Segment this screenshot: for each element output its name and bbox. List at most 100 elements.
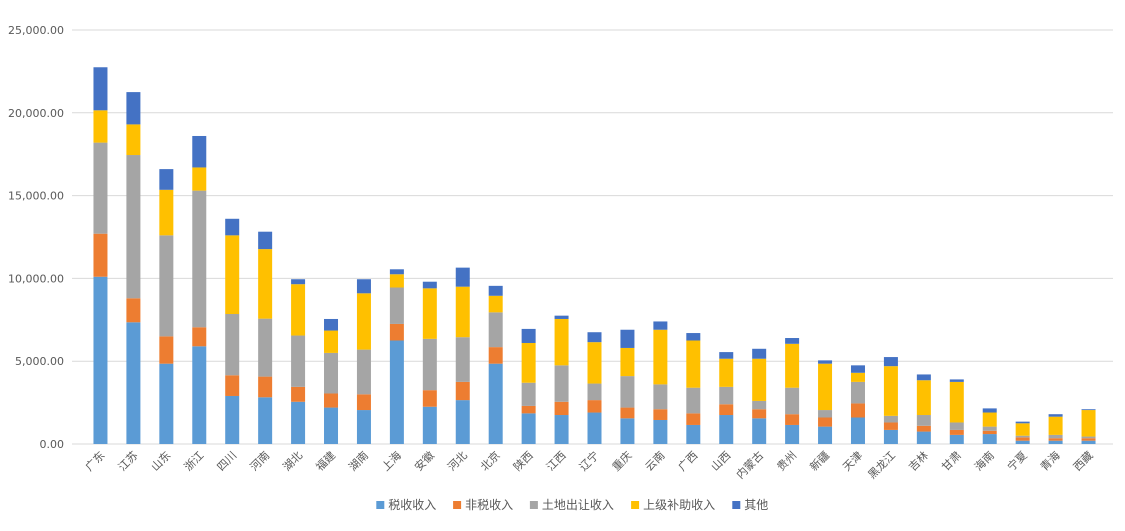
bar-segment [126,92,141,125]
x-tick-label: 陕西 [510,448,535,473]
x-tick-label: 云南 [643,449,668,474]
bar-segment [1048,416,1063,435]
bar-segment [126,155,141,299]
bar-segment [785,424,800,444]
bar-segment [324,393,339,408]
bar-segment [291,284,306,336]
bar-segment [1015,437,1030,441]
bar-segment [752,358,767,401]
x-tick-label: 黑龙江 [866,449,899,482]
bar-segment [818,410,833,418]
bar-segment [422,288,437,339]
bar-segment [719,386,734,405]
bar-segment [785,343,800,388]
legend-swatch [529,501,538,509]
bar-segment [521,342,536,383]
legend-label: 上级补助收入 [643,498,715,512]
bar-segment [159,336,174,364]
bar-segment [554,318,569,366]
bar-segment [93,67,108,111]
y-tick-label: 5,000.00 [15,355,64,368]
bar-segment [488,295,503,313]
legend-swatch [732,501,741,509]
x-tick-label: 四川 [215,449,240,474]
bar-segment [818,360,833,364]
bar-segment [686,333,701,341]
grid-layer [72,29,1113,445]
bar-segment [225,395,240,444]
bar-segment [488,363,503,444]
bar-segment [1048,414,1063,417]
bar-segment [455,337,470,382]
bar-segment [916,380,931,416]
x-tick-label: 江西 [544,449,569,474]
x-tick-label: 吉林 [906,448,931,473]
bar-segment [93,233,108,277]
bar-segment [686,413,701,425]
bar-segment [1048,440,1063,444]
bar-segment [291,401,306,444]
bar-segment [93,110,108,143]
bar-segment [949,379,964,382]
bar-segment [356,394,371,411]
bar-segment [291,386,306,402]
bar-segment [686,424,701,444]
x-tick-label: 山东 [149,449,174,474]
y-tick-label: 15,000.00 [8,190,64,203]
bar-segment [752,348,767,359]
x-tick-label: 天津 [840,449,865,474]
x-tick-label: 辽宁 [576,448,601,473]
bar-segment [389,287,404,324]
bar-segment [324,318,339,331]
bar-segment [982,412,997,427]
bar-segment [883,366,898,416]
bar-segment [422,338,437,391]
bar-segment [982,426,997,431]
x-tick-label: 湖北 [280,449,305,474]
legend: 税收收入 非税收入 土地出让收入 上级补助收入 其他 [376,498,768,512]
legend-label: 其他 [744,498,768,512]
legend-item: 上级补助收入 [631,498,715,512]
bar-segment [258,318,273,377]
bar-segment [818,426,833,444]
bar-segment [356,279,371,294]
bar-segment [192,135,207,168]
bar-segment [126,322,141,444]
bar-segment [653,409,668,420]
bar-segment [225,218,240,236]
bar-segment [1081,409,1096,411]
bar-segment [620,407,635,419]
bar-segment [1015,435,1030,438]
bar-segment [719,352,734,359]
x-tick-label: 湖南 [346,449,371,474]
bar-segment [818,363,833,411]
bar-segment [389,340,404,444]
bar-segment [554,401,569,416]
bar-segment [883,422,898,430]
x-tick-label: 河北 [445,449,470,474]
bar-segment [389,274,404,288]
bar-segment [1081,436,1096,439]
bar-segment [587,412,602,444]
bar-segment [192,167,207,191]
y-tick-label: 10,000.00 [8,272,64,285]
bar-segment [324,330,339,353]
bar-segment [587,332,602,343]
bar-segment [1081,410,1096,437]
bar-segment [653,329,668,385]
bar-segment [356,293,371,350]
bar-segment [356,349,371,395]
x-tick-label: 浙江 [182,449,207,474]
bar-segment [159,363,174,444]
bar-segment [225,314,240,376]
bar-segment [126,124,141,156]
bar-segment [949,381,964,423]
x-tick-label: 贵州 [774,449,799,474]
bar-segment [719,404,734,416]
bar-segment [620,347,635,377]
bar-segment [1048,434,1063,439]
legend-label: 非税收入 [465,498,513,512]
x-tick-label: 西藏 [1071,449,1096,474]
bar-segment [916,415,931,426]
